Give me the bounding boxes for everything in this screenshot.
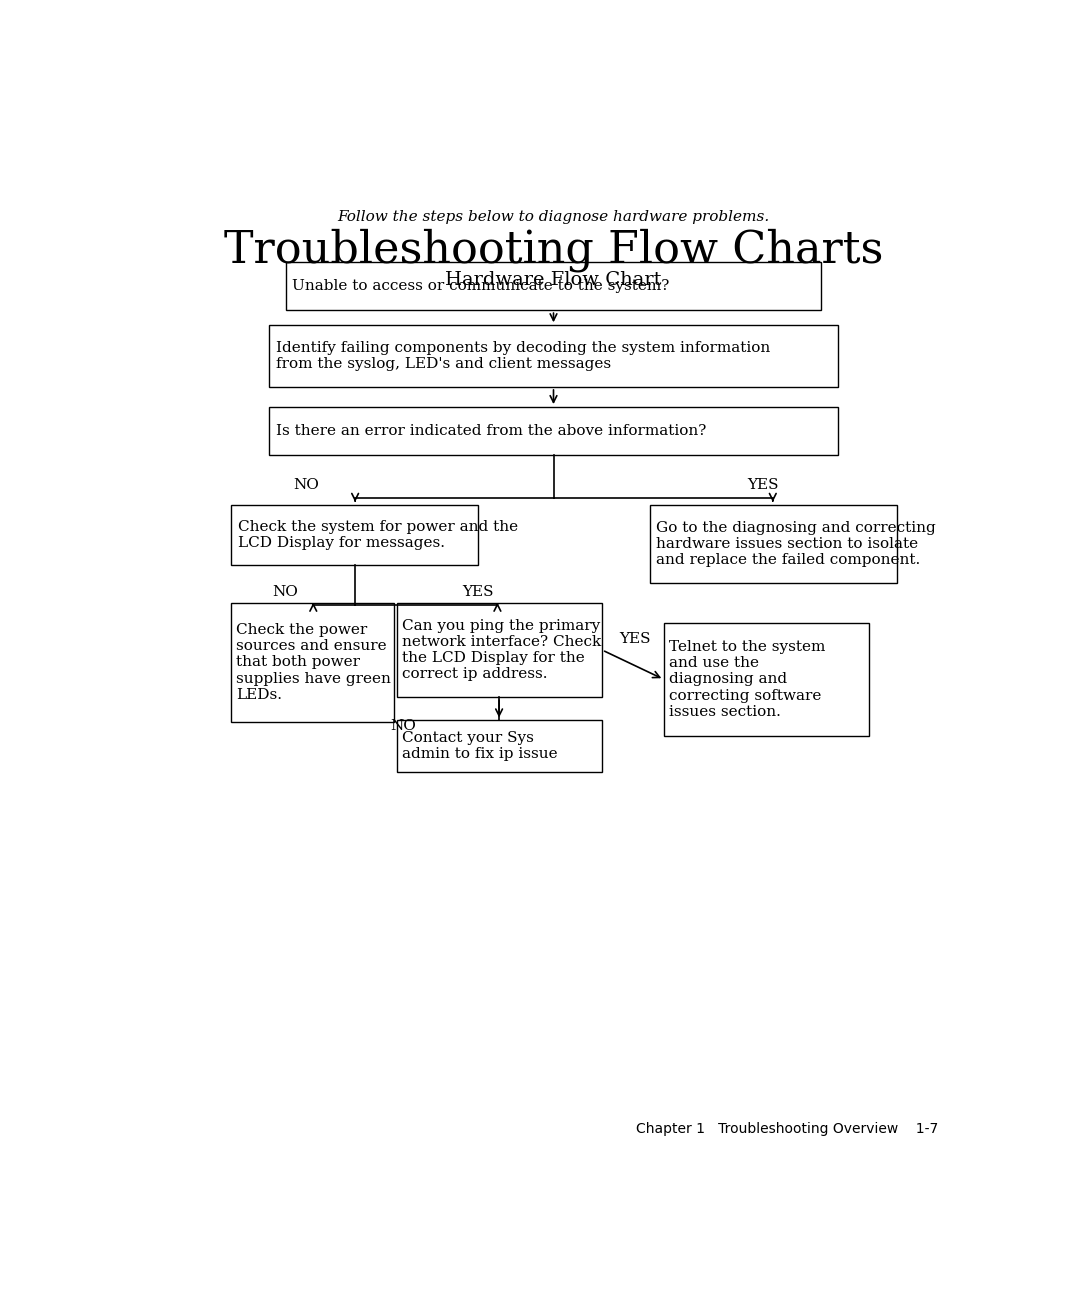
Text: NO: NO (390, 719, 416, 734)
FancyBboxPatch shape (650, 505, 896, 583)
Text: Contact your Sys
admin to fix ip issue: Contact your Sys admin to fix ip issue (402, 731, 557, 761)
Text: Can you ping the primary
network interface? Check
the LCD Display for the
correc: Can you ping the primary network interfa… (402, 618, 602, 682)
FancyBboxPatch shape (285, 262, 822, 310)
Text: YES: YES (747, 478, 779, 491)
Text: Hardware Flow Chart: Hardware Flow Chart (445, 271, 662, 289)
Text: Is there an error indicated from the above information?: Is there an error indicated from the abo… (275, 424, 706, 438)
Text: Telnet to the system
and use the
diagnosing and
correcting software
issues secti: Telnet to the system and use the diagnos… (669, 640, 825, 719)
Text: Troubleshooting Flow Charts: Troubleshooting Flow Charts (224, 228, 883, 272)
Text: Check the system for power and the
LCD Display for messages.: Check the system for power and the LCD D… (238, 520, 518, 550)
Text: Check the power
sources and ensure
that both power
supplies have green
LEDs.: Check the power sources and ensure that … (237, 623, 391, 702)
FancyBboxPatch shape (269, 325, 838, 388)
FancyBboxPatch shape (397, 721, 602, 772)
FancyBboxPatch shape (231, 505, 478, 565)
Text: Go to the diagnosing and correcting
hardware issues section to isolate
and repla: Go to the diagnosing and correcting hard… (657, 521, 936, 566)
Text: YES: YES (619, 632, 650, 645)
Text: Identify failing components by decoding the system information
from the syslog, : Identify failing components by decoding … (275, 341, 770, 371)
FancyBboxPatch shape (269, 407, 838, 455)
FancyBboxPatch shape (231, 603, 394, 722)
Text: NO: NO (294, 478, 320, 491)
Text: Follow the steps below to diagnose hardware problems.: Follow the steps below to diagnose hardw… (337, 210, 770, 224)
Text: NO: NO (273, 584, 298, 599)
FancyBboxPatch shape (397, 603, 602, 697)
Text: YES: YES (462, 584, 494, 599)
Text: Chapter 1   Troubleshooting Overview    1-7: Chapter 1 Troubleshooting Overview 1-7 (636, 1122, 939, 1137)
Text: Unable to access or communicate to the system?: Unable to access or communicate to the s… (293, 279, 670, 293)
FancyBboxPatch shape (664, 622, 869, 736)
